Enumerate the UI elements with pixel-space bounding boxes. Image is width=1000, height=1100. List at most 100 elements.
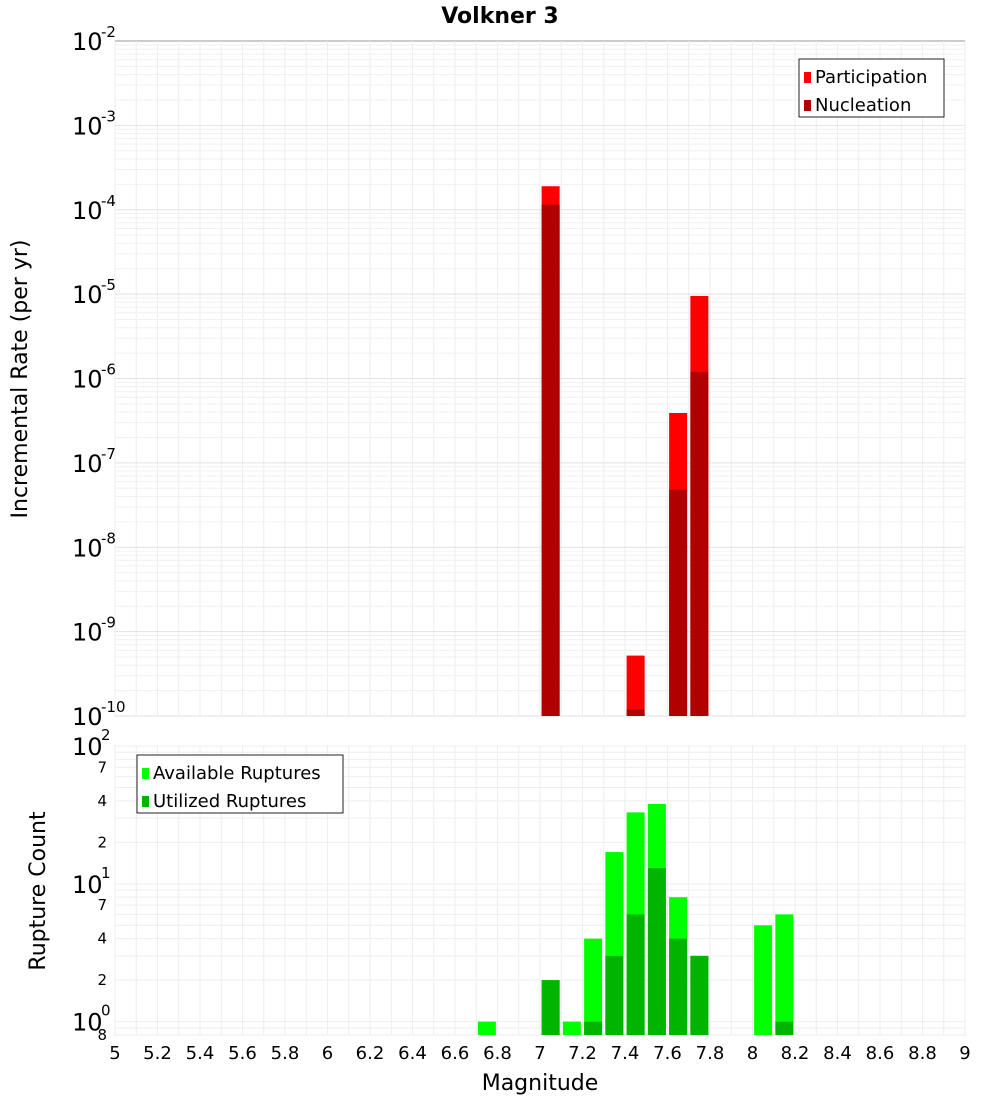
count-bar-utilized-ruptures	[647, 868, 666, 1035]
count-bar-available-ruptures	[477, 1021, 496, 1035]
rate-bar-participation	[626, 655, 645, 716]
count-legend-swatch	[142, 796, 149, 807]
x-tick-label: 6	[322, 1043, 333, 1064]
count-y-tick-major: 102	[72, 726, 111, 761]
rate-y-tick-exponent: -3	[101, 107, 116, 125]
x-tick-label: 8	[747, 1043, 758, 1064]
x-axis-label: Magnitude	[482, 1071, 599, 1096]
rate-y-tick: 10-9	[72, 614, 116, 647]
x-tick-label: 8.4	[823, 1043, 852, 1064]
x-tick-label: 7.8	[696, 1043, 725, 1064]
count-bar-utilized-ruptures	[584, 1021, 603, 1035]
rate-y-tick-base: 10	[72, 112, 103, 140]
rate-y-tick: 10-7	[72, 445, 116, 478]
rate-y-tick-base: 10	[72, 703, 103, 731]
x-tick-label: 7	[534, 1043, 545, 1064]
rate-y-tick: 10-8	[72, 529, 116, 562]
count-legend-box	[136, 754, 344, 814]
rate-y-tick-base: 10	[72, 619, 103, 647]
count-y-tick-minor: 8	[97, 1026, 107, 1044]
rate-legend: Participation Nucleation	[798, 58, 945, 118]
rate-bar-nucleation	[669, 489, 688, 716]
rate-legend-label: Nucleation	[815, 95, 911, 116]
count-y-tick-minor: 7	[97, 896, 107, 914]
count-bar-available-ruptures	[584, 938, 603, 1035]
count-legend: Available Ruptures Utilized Ruptures	[136, 754, 344, 814]
rate-y-tick: 10-2	[72, 23, 116, 56]
x-tick-label: 5.8	[271, 1043, 300, 1064]
rate-y-tick-base: 10	[72, 197, 103, 225]
count-y-tick-minor: 7	[97, 758, 107, 776]
x-tick-label: 7.6	[653, 1043, 682, 1064]
rate-y-tick-exponent: -7	[101, 445, 116, 463]
rate-legend-label: Participation	[815, 67, 927, 88]
rate-y-tick-exponent: -2	[101, 23, 116, 41]
rate-y-tick-base: 10	[72, 366, 103, 394]
count-y-tick-base: 10	[72, 871, 103, 899]
rate-y-tick: 10-6	[72, 361, 116, 394]
x-tick-labels: 5 5.2 5.4 5.6 5.8 6 6.2 6.4 6.6 6.8 7 7.2 7.4 7.6 7.8 8…	[109, 1043, 970, 1064]
count-y-tick-major: 100	[72, 1002, 111, 1037]
x-tick-label: 5.4	[186, 1043, 215, 1064]
rate-y-tick-exponent: -5	[101, 276, 116, 294]
x-tick-label: 9	[959, 1043, 970, 1064]
count-legend-label: Available Ruptures	[153, 763, 321, 784]
rate-y-tick-base: 10	[72, 534, 103, 562]
rate-legend-swatch	[804, 72, 811, 83]
count-y-tick-minor: 4	[97, 930, 107, 948]
rate-y-tick-exponent: -9	[101, 614, 116, 632]
x-tick-label: 8.6	[866, 1043, 895, 1064]
count-bar-available-ruptures	[754, 925, 773, 1035]
count-y-tick-major: 101	[72, 864, 111, 899]
count-y-axis-label: Rupture Count	[26, 811, 51, 971]
rate-grid	[114, 41, 966, 717]
rate-y-tick-base: 10	[72, 281, 103, 309]
count-y-tick-exponent: 0	[101, 1002, 111, 1020]
rate-legend-box	[798, 58, 945, 118]
rate-y-axis-label: Incremental Rate (per yr)	[8, 240, 33, 519]
count-bar-available-ruptures	[562, 1021, 581, 1035]
x-tick-label: 7.2	[568, 1043, 597, 1064]
x-tick-label: 8.2	[781, 1043, 810, 1064]
count-bar-utilized-ruptures	[690, 955, 709, 1035]
rate-y-tick-exponent: -8	[101, 529, 116, 547]
count-legend-swatch	[142, 768, 149, 779]
count-bar-utilized-ruptures	[541, 980, 560, 1035]
count-legend-label: Utilized Ruptures	[153, 791, 306, 812]
x-tick-label: 5.6	[228, 1043, 257, 1064]
count-bar-available-ruptures	[775, 914, 794, 1035]
count-y-tick-minor: 2	[97, 971, 107, 989]
count-y-tick-base: 10	[72, 1009, 103, 1037]
rate-y-tick-exponent: -10	[101, 698, 126, 716]
rate-y-tick: 10-5	[72, 276, 116, 309]
x-tick-label: 5.2	[143, 1043, 172, 1064]
rate-bar-nucleation	[626, 709, 645, 716]
rate-y-tick-exponent: -6	[101, 361, 116, 379]
rate-bars	[541, 186, 709, 717]
rate-y-tick-exponent: -4	[101, 192, 116, 210]
rate-y-tick-base: 10	[72, 28, 103, 56]
x-tick-label: 6.6	[441, 1043, 470, 1064]
x-tick-label: 8.8	[908, 1043, 937, 1064]
chart-title: Volkner 3	[441, 4, 559, 29]
rate-y-tick: 10-10	[72, 698, 126, 731]
x-tick-label: 6.8	[483, 1043, 512, 1064]
count-y-tick-minor: 2	[97, 833, 107, 851]
rate-y-tick-labels: 10-210-310-410-510-610-710-810-910-10	[72, 23, 126, 731]
x-tick-label: 7.4	[611, 1043, 640, 1064]
rate-legend-swatch	[804, 100, 811, 111]
x-tick-label: 5	[109, 1043, 120, 1064]
rate-panel: 10-210-310-410-510-610-710-810-910-10 In…	[8, 23, 966, 731]
rate-bar-nucleation	[541, 204, 560, 717]
rate-y-tick: 10-3	[72, 107, 116, 140]
count-bar-utilized-ruptures	[775, 1021, 794, 1035]
count-bar-utilized-ruptures	[605, 955, 624, 1035]
count-bar-utilized-ruptures	[669, 938, 688, 1035]
rate-y-tick-base: 10	[72, 450, 103, 478]
count-grid	[114, 745, 966, 1036]
count-bars	[477, 803, 794, 1035]
x-tick-label: 6.2	[356, 1043, 385, 1064]
